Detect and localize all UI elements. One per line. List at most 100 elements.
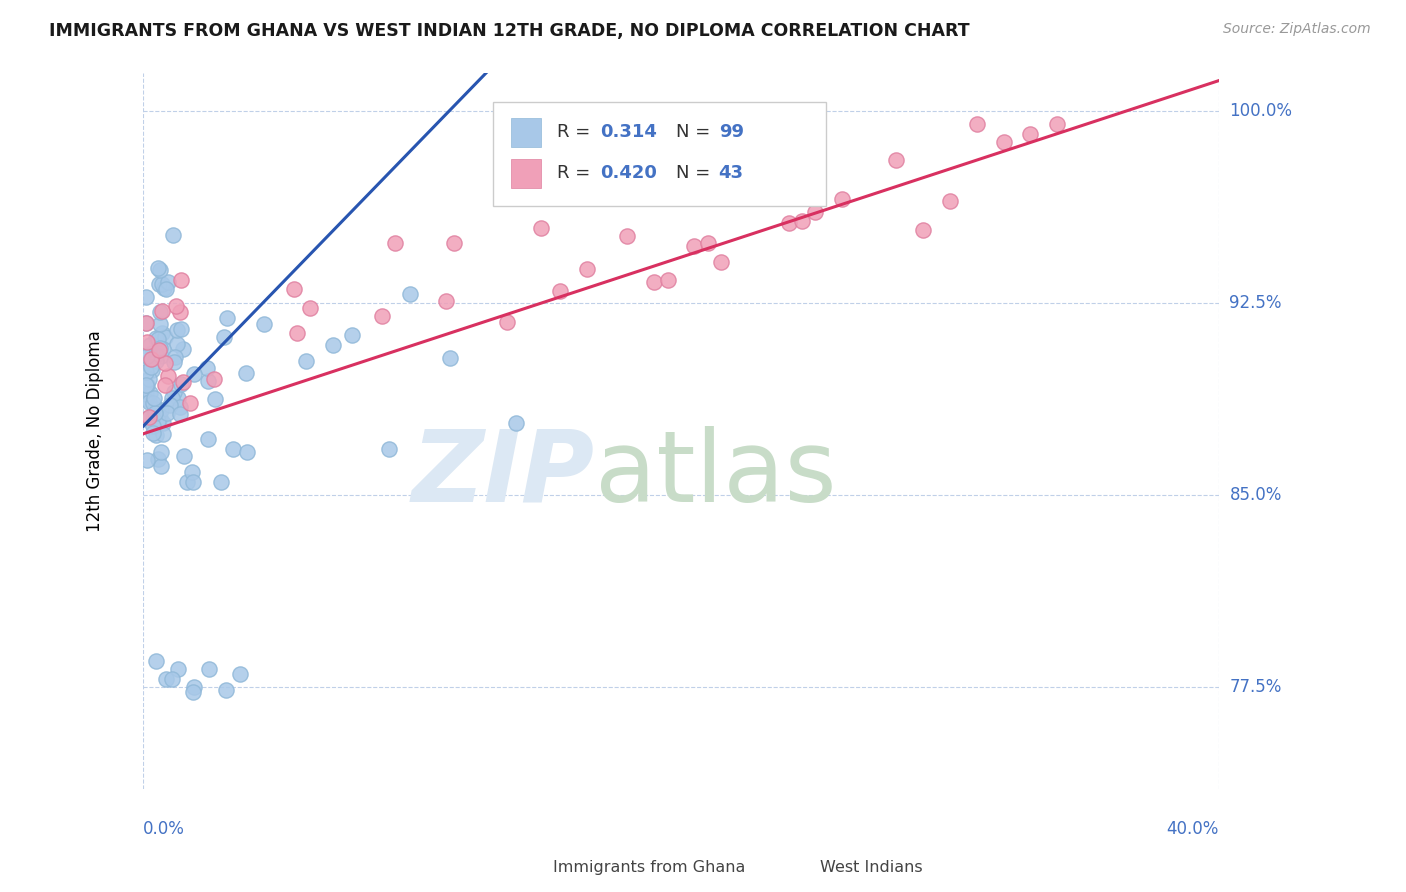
Point bbox=[170, 273, 193, 287]
Point bbox=[142, 425, 165, 440]
Text: 0.314: 0.314 bbox=[600, 123, 657, 142]
Text: R =: R = bbox=[557, 123, 596, 142]
Point bbox=[141, 346, 163, 360]
Point bbox=[181, 685, 204, 699]
Point bbox=[169, 376, 191, 391]
Point bbox=[236, 444, 259, 458]
Point bbox=[179, 396, 201, 410]
Point bbox=[145, 331, 167, 345]
Point bbox=[169, 401, 191, 415]
Text: atlas: atlas bbox=[595, 425, 837, 523]
Point bbox=[146, 415, 169, 429]
Point bbox=[298, 301, 321, 316]
Point bbox=[152, 416, 174, 430]
Bar bbox=[512, 118, 541, 147]
Point bbox=[616, 228, 638, 243]
Point bbox=[157, 369, 180, 384]
Point bbox=[145, 354, 167, 368]
Point bbox=[993, 135, 1015, 149]
Text: N =: N = bbox=[676, 164, 716, 182]
Point bbox=[165, 299, 187, 313]
Point bbox=[169, 305, 191, 319]
Point bbox=[804, 205, 827, 219]
Point bbox=[145, 655, 167, 669]
Point bbox=[136, 349, 159, 363]
Point bbox=[153, 356, 176, 370]
Point bbox=[204, 392, 226, 407]
Point bbox=[136, 452, 159, 467]
Point bbox=[135, 365, 157, 379]
Point bbox=[135, 317, 157, 331]
Point bbox=[322, 338, 344, 352]
Point bbox=[495, 315, 517, 329]
Point bbox=[139, 385, 162, 400]
Point bbox=[149, 341, 172, 355]
Point bbox=[439, 351, 461, 365]
Point bbox=[142, 409, 165, 424]
Point bbox=[150, 403, 173, 417]
Point bbox=[575, 262, 598, 277]
Point bbox=[443, 235, 465, 250]
Point bbox=[156, 406, 179, 420]
Point bbox=[911, 222, 934, 236]
Text: 92.5%: 92.5% bbox=[1229, 294, 1282, 312]
Point bbox=[150, 277, 173, 291]
Point bbox=[966, 117, 988, 131]
Point bbox=[135, 386, 157, 401]
Point bbox=[150, 444, 173, 458]
Point bbox=[153, 330, 176, 344]
Point bbox=[138, 410, 160, 425]
Point bbox=[285, 326, 308, 340]
Point bbox=[1046, 117, 1069, 131]
Point bbox=[146, 451, 169, 466]
Point bbox=[138, 371, 160, 385]
Point bbox=[141, 351, 163, 366]
Point bbox=[139, 359, 162, 374]
Point bbox=[295, 354, 318, 368]
Text: 0.420: 0.420 bbox=[600, 164, 657, 182]
Point bbox=[342, 327, 364, 342]
Point bbox=[163, 385, 186, 400]
Point bbox=[153, 378, 176, 392]
Point bbox=[148, 263, 170, 277]
Point bbox=[172, 342, 194, 356]
Point bbox=[142, 396, 165, 410]
Point bbox=[139, 338, 162, 352]
Point bbox=[141, 363, 163, 377]
Point bbox=[160, 392, 183, 406]
Text: 0.0%: 0.0% bbox=[143, 820, 186, 838]
Point bbox=[145, 348, 167, 362]
Text: 99: 99 bbox=[718, 123, 744, 142]
Text: R =: R = bbox=[557, 164, 596, 182]
Text: ZIP: ZIP bbox=[412, 425, 595, 523]
Point bbox=[253, 318, 276, 332]
Point bbox=[181, 466, 204, 480]
Point bbox=[197, 374, 219, 388]
Point bbox=[139, 352, 162, 367]
Point bbox=[135, 377, 157, 392]
Text: Immigrants from Ghana: Immigrants from Ghana bbox=[553, 860, 745, 874]
Point bbox=[790, 214, 813, 228]
Point bbox=[215, 682, 238, 697]
Point bbox=[939, 194, 962, 208]
Point bbox=[167, 662, 190, 676]
Point bbox=[831, 192, 853, 206]
Point bbox=[710, 254, 733, 268]
Point bbox=[683, 239, 706, 253]
Point bbox=[152, 427, 174, 442]
Point bbox=[159, 398, 181, 412]
Point bbox=[135, 316, 157, 330]
Point bbox=[160, 673, 183, 687]
Point bbox=[209, 475, 232, 490]
Point bbox=[643, 275, 665, 289]
Point bbox=[505, 416, 527, 430]
Point bbox=[142, 391, 165, 405]
Point bbox=[530, 221, 553, 235]
Point bbox=[148, 343, 170, 358]
Point bbox=[181, 475, 204, 490]
Point bbox=[215, 311, 238, 326]
Bar bbox=[513, 858, 544, 887]
Point bbox=[135, 412, 157, 426]
Point bbox=[149, 318, 172, 332]
Point bbox=[378, 442, 401, 456]
